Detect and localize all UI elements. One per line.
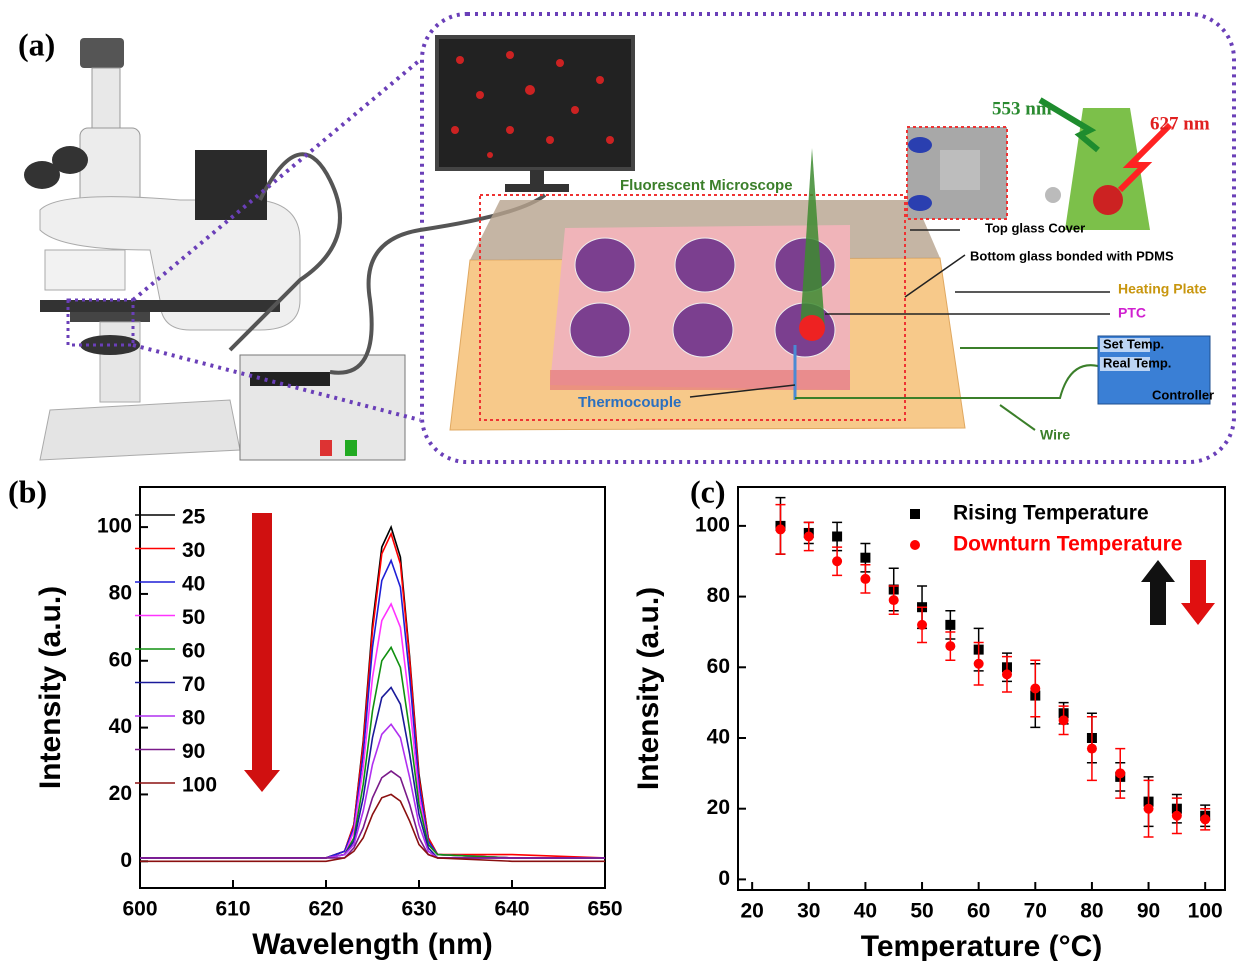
x-axis-title: Temperature (°C)	[861, 930, 1102, 961]
label: Real Temp.	[1103, 355, 1171, 370]
arrow	[1141, 560, 1175, 625]
x-tick-label: 40	[854, 900, 877, 923]
label: 627 nm	[1150, 113, 1210, 134]
legend-label: 40	[182, 573, 205, 596]
legend-label: 70	[182, 673, 205, 696]
legend-label: 30	[182, 539, 205, 562]
x-tick-label: 60	[967, 900, 990, 923]
y-axis-title: Intensity (a.u.)	[632, 587, 665, 790]
point	[860, 553, 870, 563]
series-line	[140, 794, 605, 861]
point	[860, 574, 870, 584]
legend-label: 50	[182, 606, 205, 629]
point	[974, 659, 984, 669]
legend-swatch	[910, 540, 920, 550]
plot-frame	[140, 487, 605, 888]
legend-label: Rising Temperature	[953, 502, 1149, 525]
point	[1059, 715, 1069, 725]
x-tick-label: 620	[308, 898, 343, 921]
label: Controller	[1152, 387, 1214, 402]
point	[775, 524, 785, 534]
label: Bottom glass bonded with PDMS	[970, 248, 1174, 263]
diagram: (a) Fluorescent Microscope	[18, 14, 1234, 462]
legend-label: 80	[182, 707, 205, 730]
legend-label: 90	[182, 740, 205, 763]
x-tick-label: 30	[797, 900, 820, 923]
panel-label: (c)	[690, 473, 726, 509]
x-tick-label: 640	[494, 898, 529, 921]
legend-label: 100	[182, 774, 217, 797]
panel-label: (b)	[8, 473, 47, 509]
y-tick-label: 40	[707, 726, 730, 749]
y-tick-label: 20	[707, 796, 730, 819]
x-tick-label: 610	[215, 898, 250, 921]
x-tick-label: 20	[740, 900, 763, 923]
point	[1200, 814, 1210, 824]
y-tick-label: 100	[695, 513, 730, 536]
y-axis-title: Intensity (a.u.)	[34, 586, 67, 789]
legend-label: Downturn Temperature	[953, 533, 1182, 556]
point	[1030, 684, 1040, 694]
label: PTC	[1118, 305, 1146, 321]
x-tick-label: 70	[1024, 900, 1047, 923]
y-tick-label: 80	[109, 581, 132, 604]
series-line	[140, 527, 605, 858]
x-tick-label: 50	[910, 900, 933, 923]
y-tick-label: 40	[109, 715, 132, 738]
x-tick-label: 630	[401, 898, 436, 921]
x-tick-label: 650	[587, 898, 622, 921]
label: Heating Plate	[1118, 281, 1207, 297]
point	[832, 556, 842, 566]
y-tick-label: 0	[120, 849, 132, 872]
panel-label: (a)	[18, 26, 55, 62]
label: Thermocouple	[578, 394, 681, 411]
label: Fluorescent Microscope	[620, 177, 793, 194]
legend-label: 25	[182, 506, 206, 529]
point	[1172, 811, 1182, 821]
label: 553 nm	[992, 98, 1052, 119]
microscope	[24, 38, 405, 460]
series-line	[140, 534, 605, 858]
x-tick-label: 600	[122, 898, 157, 921]
label: Top glass Cover	[985, 220, 1085, 235]
point	[917, 620, 927, 630]
legend-label: 60	[182, 640, 205, 663]
label: Wire	[1040, 427, 1070, 443]
figure: (a) Fluorescent Microscope	[0, 0, 1240, 961]
point	[1087, 744, 1097, 754]
arrow	[1181, 560, 1215, 625]
y-tick-label: 20	[109, 782, 132, 805]
x-tick-label: 80	[1080, 900, 1103, 923]
point	[945, 641, 955, 651]
arrow	[244, 513, 280, 792]
point	[1002, 669, 1012, 679]
x-tick-label: 100	[1188, 900, 1223, 923]
y-tick-label: 100	[97, 515, 132, 538]
point	[832, 531, 842, 541]
x-tick-label: 90	[1137, 900, 1160, 923]
y-tick-label: 60	[109, 648, 132, 671]
point	[945, 620, 955, 630]
point	[1115, 768, 1125, 778]
point	[1144, 804, 1154, 814]
point	[889, 595, 899, 605]
y-tick-label: 0	[718, 867, 730, 890]
y-tick-label: 60	[707, 655, 730, 678]
y-tick-label: 80	[707, 584, 730, 607]
x-axis-title: Wavelength (nm)	[252, 928, 493, 961]
point	[804, 531, 814, 541]
legend-swatch	[910, 509, 920, 519]
label: Set Temp.	[1103, 336, 1164, 351]
